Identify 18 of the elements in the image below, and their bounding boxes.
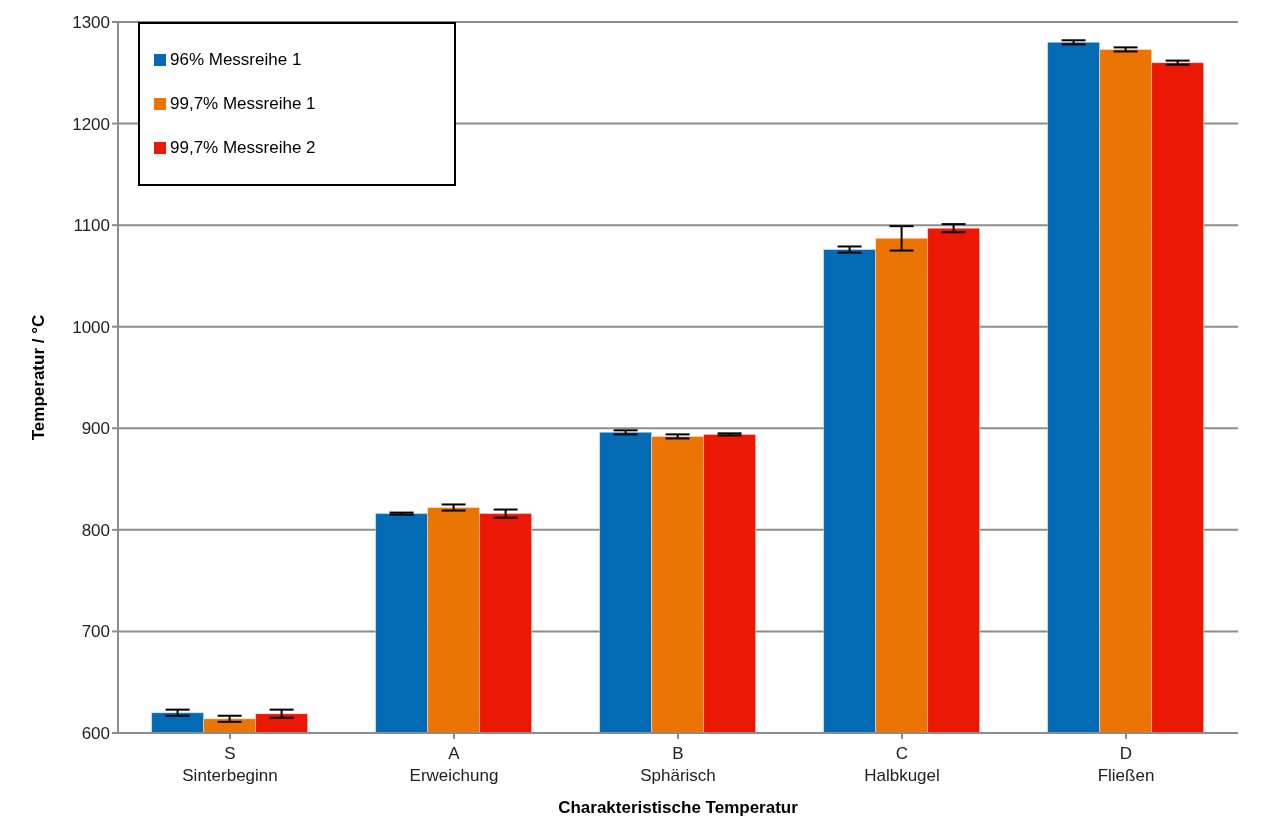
x-axis-title: Charakteristische Temperatur (558, 798, 799, 817)
y-tick-label: 1000 (72, 317, 110, 337)
y-tick-label: 1300 (72, 13, 110, 33)
x-tick-label: B Sphärisch (640, 744, 716, 785)
y-tick-label: 800 (81, 520, 110, 540)
y-tick-label: 1200 (72, 114, 110, 134)
legend-label: 96% Messreihe 1 (170, 50, 302, 70)
y-tick-label: 600 (81, 724, 110, 744)
legend-label: 99,7% Messreihe 2 (170, 138, 316, 158)
x-tick-label: A Erweichung (409, 744, 499, 785)
x-tick-label: C Halbkugel (864, 744, 940, 785)
y-tick-label: 1100 (73, 216, 110, 236)
x-tick-label: D Fließen (1097, 744, 1155, 785)
y-tick-label: 700 (81, 622, 110, 642)
y-tick-label: 900 (81, 419, 110, 439)
y-axis-title: Temperatur / °C (29, 314, 49, 441)
legend-label: 99,7% Messreihe 1 (170, 94, 316, 114)
x-tick-label: S Sinterbeginn (182, 744, 278, 785)
